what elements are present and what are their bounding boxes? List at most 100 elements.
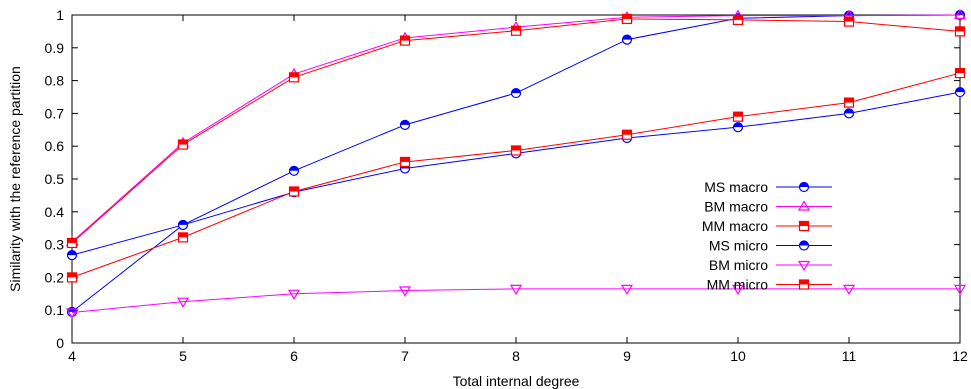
marker-fill [733,15,743,20]
marker-fill [178,220,188,225]
y-tick-label: 0 [56,335,64,351]
marker-fill [67,238,77,243]
marker-outline [842,284,856,296]
data-point [66,249,78,261]
legend-item: MM macro [702,218,832,234]
series-line [71,72,961,278]
marker-fill [400,36,410,41]
y-tick-label: 0.6 [45,138,65,154]
y-tick-label: 0.7 [45,105,65,121]
y-axis-title: Similarity with the reference partition [7,66,23,292]
data-point [798,279,810,290]
y-tick-label: 0.3 [45,237,65,253]
data-point [954,86,966,98]
marker-fill [67,250,77,256]
legend-label: MM macro [702,218,768,234]
marker-fill [799,280,809,285]
data-point [798,181,810,193]
y-tick-label: 0.5 [45,171,65,187]
data-point [732,14,744,26]
series-line [71,91,961,256]
x-tick-label: 9 [623,348,631,364]
legend-item: MS micro [709,238,832,254]
marker-outline [797,260,811,272]
marker-fill [289,166,299,171]
marker-outline [953,284,967,296]
y-tick-label: 0.1 [45,302,65,318]
data-point [510,87,522,99]
marker-fill [289,186,299,192]
marker-fill [511,145,521,151]
data-point [843,108,855,119]
y-tick-label: 0.8 [45,73,65,89]
marker-fill [67,272,77,278]
data-point [288,72,300,83]
data-point [177,219,189,231]
marker-fill [178,232,188,238]
data-point [797,200,811,211]
data-point [399,119,411,130]
marker-fill [400,157,410,162]
x-tick-label: 12 [952,348,968,364]
marker-fill [622,35,632,40]
series-bm-micro [65,284,967,319]
data-point [798,240,810,251]
series-line [71,14,961,243]
legend-item: MS macro [704,179,832,195]
data-point [620,284,634,296]
marker-fill [955,68,965,74]
data-point [621,34,633,45]
data-point [798,220,810,232]
marker-outline [620,284,634,296]
data-point [287,289,301,300]
marker-fill [178,140,188,145]
x-axis-title: Total internal degree [453,373,580,389]
data-point [732,122,744,133]
data-point [66,272,78,283]
series-line [71,288,960,313]
series-bm-macro [65,8,967,247]
series-mm-macro [66,13,966,249]
x-tick-label: 6 [290,348,298,364]
data-point [621,13,633,25]
legend: MS macro BM macro MM macro MS micro BM micro… [702,179,832,293]
x-tick-label: 5 [179,348,187,364]
marker-outline [398,286,412,297]
data-point [399,156,411,168]
series-mm-micro [66,67,966,283]
legend-label: BM micro [709,257,768,273]
series-ms-macro [66,9,966,317]
data-point [953,284,967,296]
data-point [288,186,300,197]
data-point [843,16,855,27]
marker-fill [622,130,632,135]
series-group [65,8,967,319]
data-point [398,286,412,297]
x-tick-label: 4 [68,348,76,364]
marker-outline [65,308,79,319]
marker-fill [844,108,854,114]
marker-fill [511,26,521,31]
marker-outline [731,284,745,296]
marker-fill [799,241,809,246]
marker-fill [733,122,743,128]
x-tick-label: 10 [730,348,746,364]
data-point [509,284,523,296]
marker-fill [844,17,854,22]
y-tick-label: 0.9 [45,40,65,56]
legend-item: MM micro [707,277,832,293]
marker-fill [622,14,632,19]
marker-fill [955,26,965,32]
marker-outline [509,284,523,296]
marker-fill [844,98,854,103]
marker-outline [287,289,301,300]
data-point [176,297,190,308]
series-ms-micro [66,86,966,261]
data-point [399,35,411,46]
data-point [66,237,78,249]
data-point [842,284,856,296]
marker-fill [400,120,410,125]
x-tick-label: 7 [401,348,409,364]
data-point [65,308,79,319]
